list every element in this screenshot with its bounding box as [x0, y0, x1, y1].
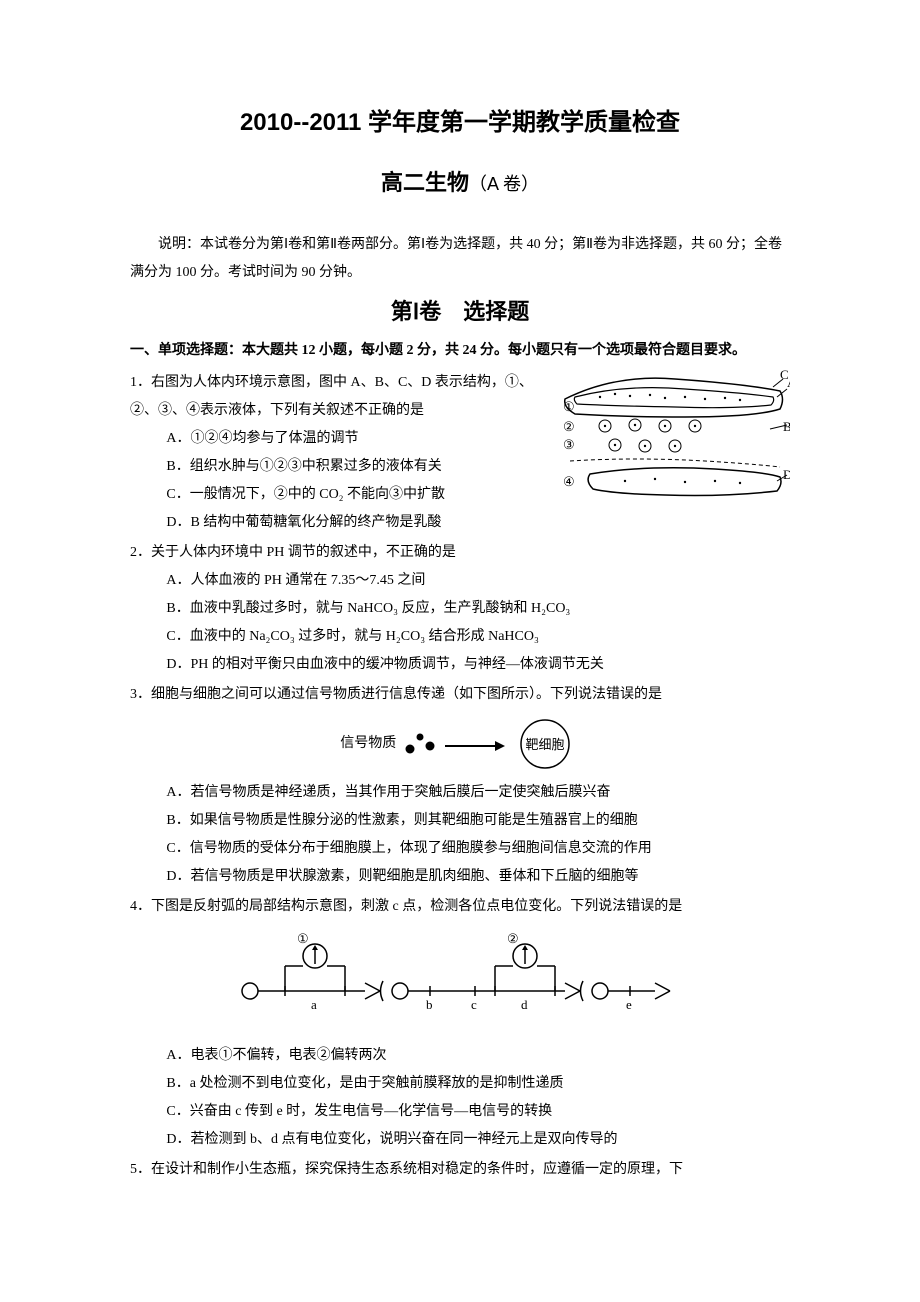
exam-subtitle: 高二生物（A 卷） — [130, 162, 790, 204]
q3-option-a: A．若信号物质是神经递质，当其作用于突触后膜后一定使突触后膜兴奋 — [130, 779, 790, 807]
question-5: 5．在设计和制作小生态瓶，探究保持生态系统相对稳定的条件时，应遵循一定的原理，下 — [130, 1156, 790, 1184]
svg-text:e: e — [626, 997, 632, 1012]
svg-text:④: ④ — [563, 474, 575, 489]
q3-target-cell-label: 靶细胞 — [525, 737, 564, 752]
section-1-header: 第Ⅰ卷 选择题 — [130, 291, 790, 333]
q3-text: 3．细胞与细胞之间可以通过信号物质进行信息传递（如下图所示）。下列说法错误的是 — [130, 681, 790, 709]
q4-option-d: D．若检测到 b、d 点有电位变化，说明兴奋在同一神经元上是双向传导的 — [130, 1126, 790, 1154]
exam-instructions: 说明：本试卷分为第Ⅰ卷和第Ⅱ卷两部分。第Ⅰ卷为选择题，共 40 分；第Ⅱ卷为非选… — [130, 231, 790, 287]
q3-option-d: D．若信号物质是甲状腺激素，则靶细胞是肌肉细胞、垂体和下丘脑的细胞等 — [130, 863, 790, 891]
svg-text:B: B — [783, 419, 790, 434]
svg-text:A: A — [787, 375, 790, 390]
exam-title: 2010--2011 学年度第一学期教学质量检查 — [130, 100, 790, 146]
q3-label-left: 信号物质 — [340, 736, 396, 751]
signal-molecule-diagram: 靶细胞 — [400, 719, 580, 769]
svg-text:d: d — [521, 997, 528, 1012]
q2-text: 2．关于人体内环境中 PH 调节的叙述中，不正确的是 — [130, 539, 790, 567]
svg-text:a: a — [311, 997, 317, 1012]
q4-option-b: B．a 处检测不到电位变化，是由于突触前膜释放的是抑制性递质 — [130, 1070, 790, 1098]
q3-figure: 信号物质 靶细胞 — [130, 719, 790, 769]
cell-environment-diagram: ① ② ③ ④ C A B D — [555, 369, 790, 499]
subtitle-main: 高二生物 — [381, 170, 469, 195]
svg-text:③: ③ — [563, 437, 575, 452]
svg-text:D: D — [783, 467, 790, 482]
svg-text:②: ② — [507, 931, 519, 946]
svg-text:①: ① — [563, 399, 575, 414]
subtitle-suffix: （A 卷） — [469, 174, 539, 194]
q4-figure: ① a b c ② — [130, 931, 790, 1032]
svg-text:c: c — [471, 997, 477, 1012]
q2-option-d: D．PH 的相对平衡只由血液中的缓冲物质调节，与神经—体液调节无关 — [130, 651, 790, 679]
reflex-arc-diagram: ① a b c ② — [235, 931, 685, 1021]
question-2: 2．关于人体内环境中 PH 调节的叙述中，不正确的是 A．人体血液的 PH 通常… — [130, 539, 790, 679]
q3-option-c: C．信号物质的受体分布于细胞膜上，体现了细胞膜参与细胞间信息交流的作用 — [130, 835, 790, 863]
q1-option-d: D．B 结构中葡萄糖氧化分解的终产物是乳酸 — [130, 509, 790, 537]
svg-text:②: ② — [563, 419, 575, 434]
q2-option-c: C．血液中的 Na₂CO₃ 过多时，就与 H₂CO₃ 结合形成 NaHCO₃ — [130, 623, 790, 651]
q2-option-a: A．人体血液的 PH 通常在 7.35～7.45 之间 — [130, 567, 790, 595]
q4-text: 4．下图是反射弧的局部结构示意图，刺激 c 点，检测各位点电位变化。下列说法错误… — [130, 893, 790, 921]
q4-option-a: A．电表①不偏转，电表②偏转两次 — [130, 1042, 790, 1070]
question-3: 3．细胞与细胞之间可以通过信号物质进行信息传递（如下图所示）。下列说法错误的是 … — [130, 681, 790, 891]
svg-text:b: b — [426, 997, 433, 1012]
q2-option-b: B．血液中乳酸过多时，就与 NaHCO₃ 反应，生产乳酸钠和 H₂CO₃ — [130, 595, 790, 623]
question-1: ① ② ③ ④ C A B D 1．右图为人体内环境示意图，图中 A、B、C、D… — [130, 369, 790, 537]
svg-text:①: ① — [297, 931, 309, 946]
question-4: 4．下图是反射弧的局部结构示意图，刺激 c 点，检测各位点电位变化。下列说法错误… — [130, 893, 790, 1154]
q3-option-b: B．如果信号物质是性腺分泌的性激素，则其靶细胞可能是生殖器官上的细胞 — [130, 807, 790, 835]
q4-option-c: C．兴奋由 c 传到 e 时，发生电信号—化学信号—电信号的转换 — [130, 1098, 790, 1126]
q1-figure: ① ② ③ ④ C A B D — [555, 369, 790, 510]
section-1-instruction: 一、单项选择题：本大题共 12 小题，每小题 2 分，共 24 分。每小题只有一… — [130, 337, 790, 365]
q5-text: 5．在设计和制作小生态瓶，探究保持生态系统相对稳定的条件时，应遵循一定的原理，下 — [130, 1156, 790, 1184]
